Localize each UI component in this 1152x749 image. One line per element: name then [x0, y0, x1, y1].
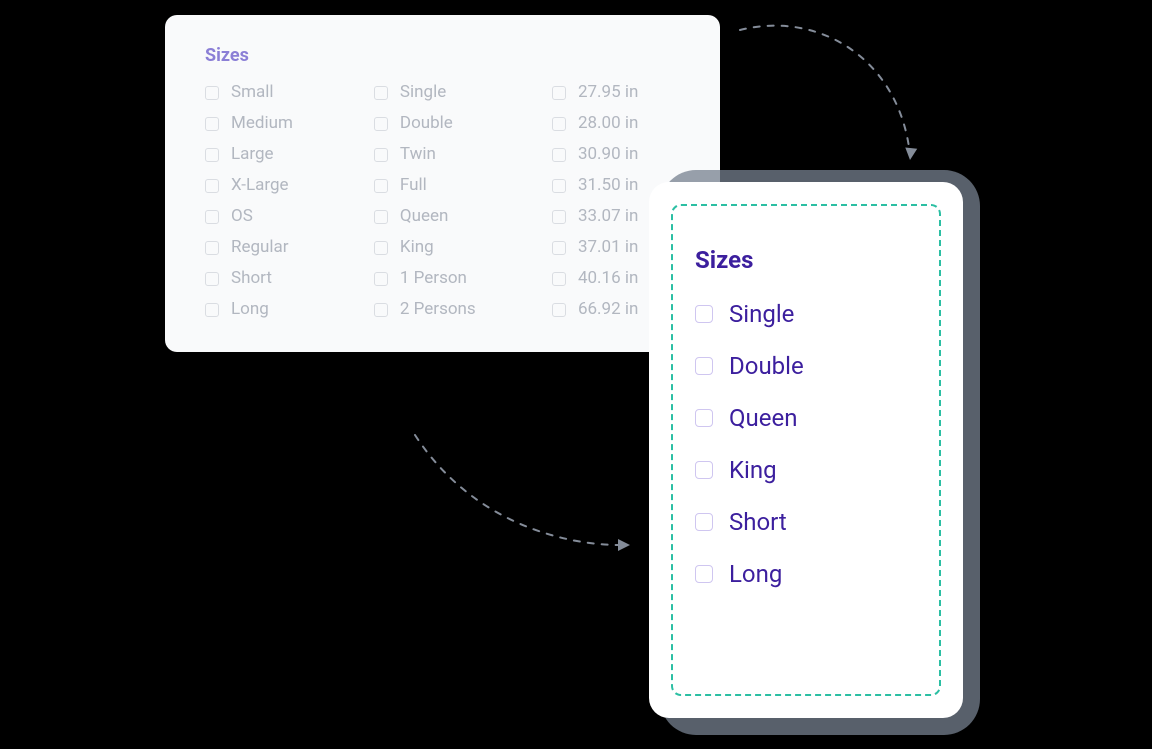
stage: Sizes Small Medium Large X-Large OS Regu… [0, 0, 1152, 749]
arrow-bottom [0, 0, 1152, 749]
